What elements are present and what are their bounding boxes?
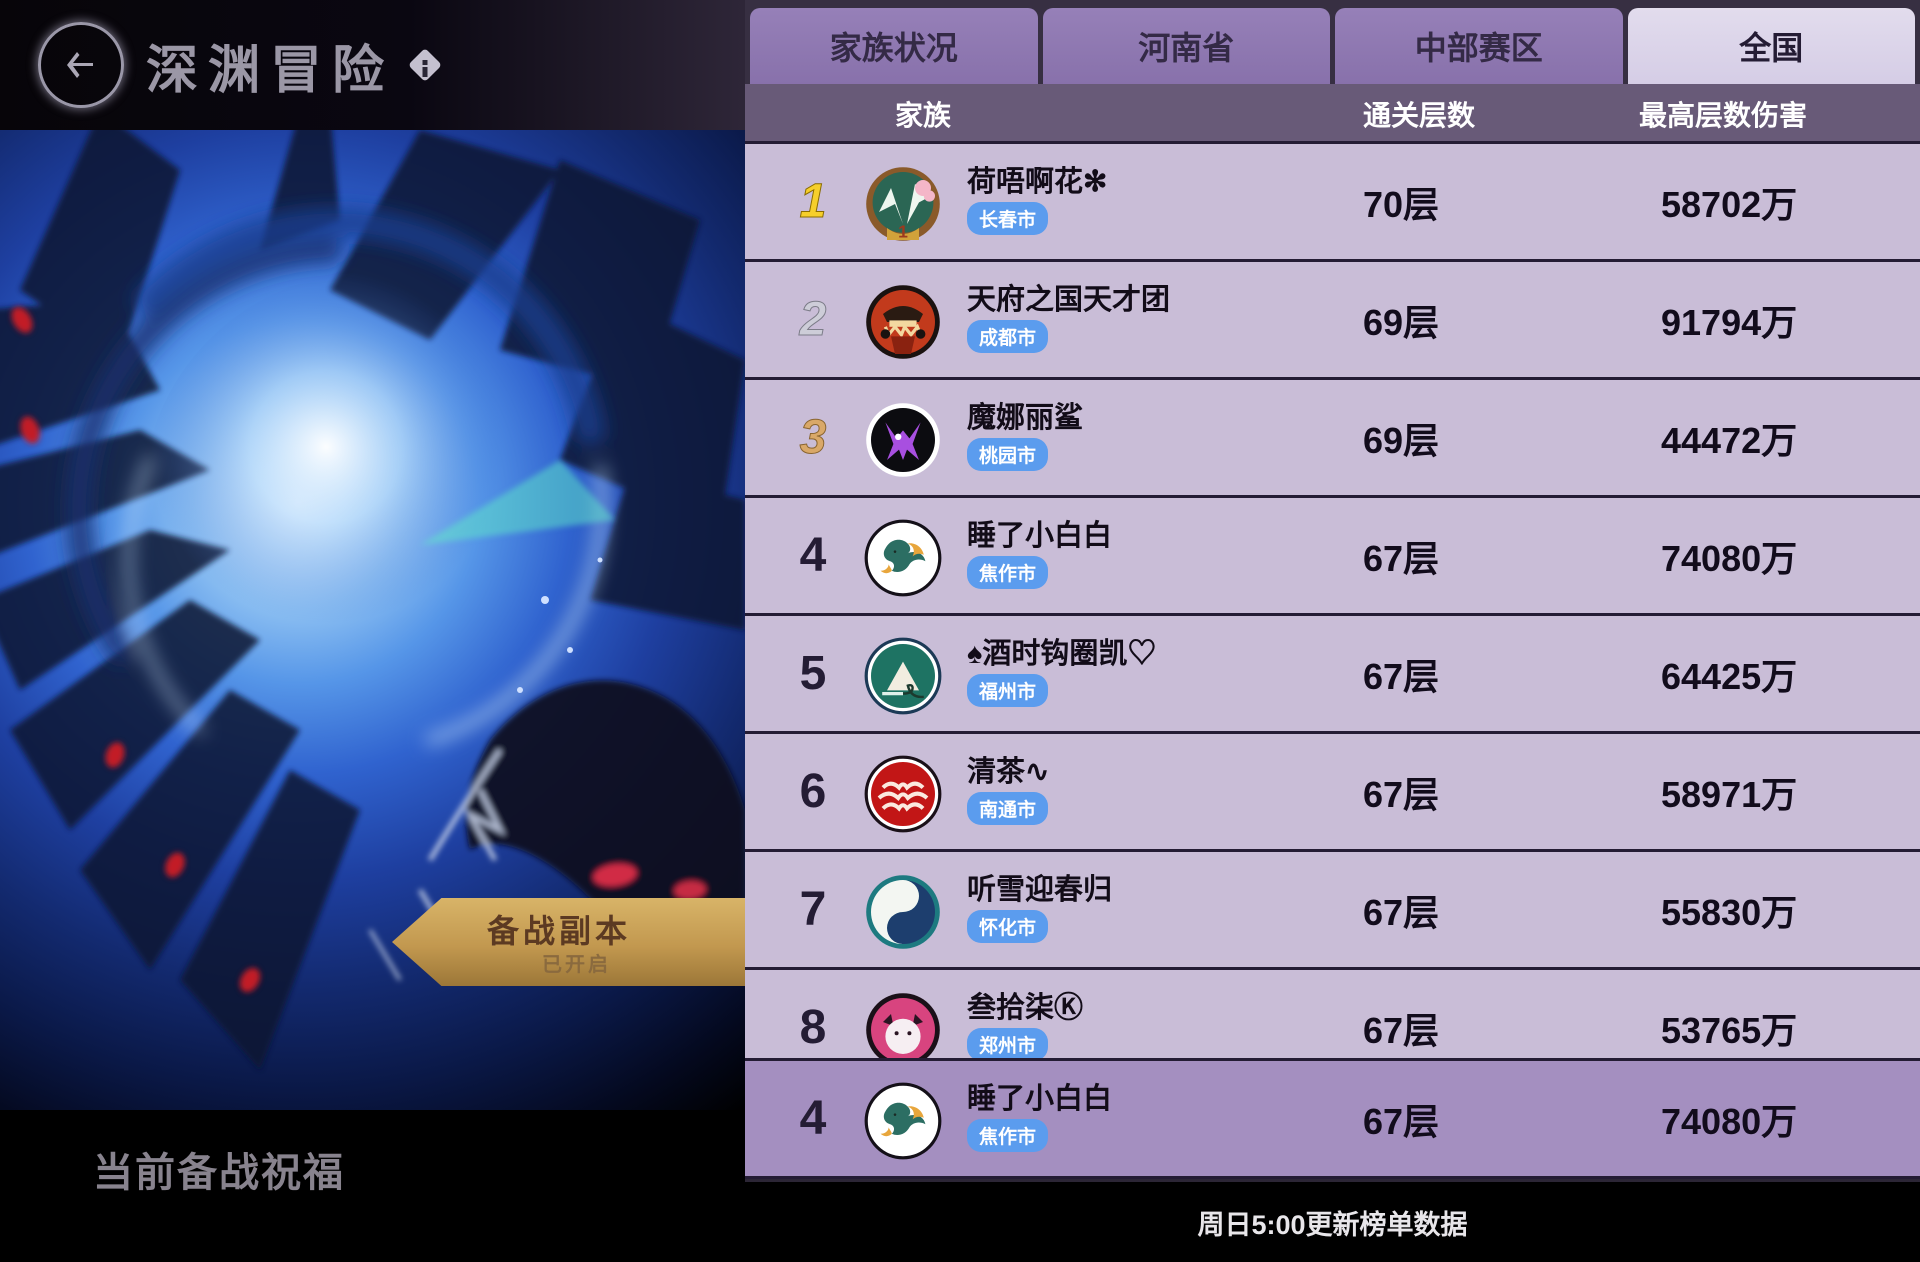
svg-text:1: 1 — [898, 222, 908, 242]
